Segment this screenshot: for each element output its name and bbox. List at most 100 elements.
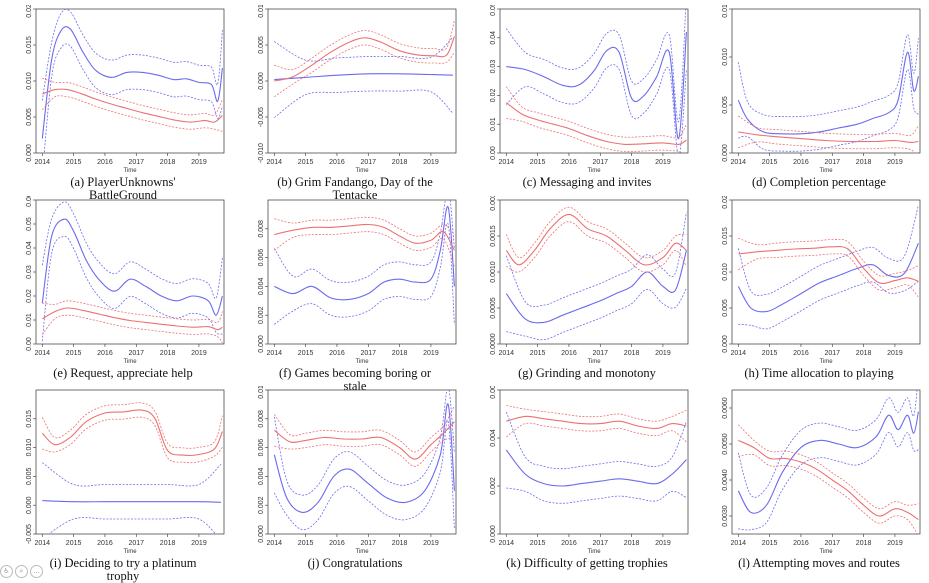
series-ci-upper — [273, 200, 455, 283]
caption-line: (c) Messaging and invites — [522, 175, 652, 189]
x-axis-label: Time — [587, 359, 601, 365]
y-tick-label: 0.04 — [26, 241, 33, 255]
chart-svg: 0.0000 0.0005 0.0010 0.0015 0.0020 2014 2015 20… — [490, 196, 689, 365]
x-axis-label: Time — [587, 168, 601, 174]
x-axis-label: Time — [819, 359, 833, 365]
x-tick-label: 2014 — [266, 350, 282, 357]
series-ci-lower — [42, 416, 223, 464]
x-axis-label: Time — [123, 549, 137, 555]
series-line-red — [505, 102, 687, 146]
series-line-red — [738, 131, 919, 143]
x-tick-label: 2017 — [128, 540, 144, 547]
x-tick-label: 2015 — [298, 159, 314, 166]
x-tick-label: 2015 — [66, 350, 82, 357]
x-tick-label: 2018 — [856, 159, 872, 166]
caption-line: (k) Difficulty of getting trophies — [506, 556, 668, 570]
y-tick-label: 0.010 — [258, 386, 265, 399]
y-tick-label: 0.010 — [26, 439, 33, 457]
series-ci-lower — [506, 64, 687, 153]
y-tick-label: 0.006 — [490, 386, 497, 399]
series-ci-lower — [274, 222, 455, 325]
y-tick-label: 0.006 — [258, 439, 265, 457]
series-ci-upper — [505, 206, 687, 259]
x-tick-label: 2019 — [423, 350, 439, 357]
caption-line: (j) Congratulations — [307, 556, 403, 570]
chart-caption: (c) Messaging and invites — [472, 176, 702, 189]
chart-caption: (b) Grim Fandango, Day of the Tentacke — [240, 176, 470, 202]
y-tick-label: 0.0050 — [722, 433, 729, 455]
x-tick-label: 2015 — [66, 159, 82, 166]
y-tick-label: 0.0030 — [722, 505, 729, 527]
series-ci-lower — [506, 422, 687, 443]
y-tick-label: 0.015 — [722, 5, 729, 18]
x-tick-label: 2019 — [655, 159, 671, 166]
plot-frame — [35, 199, 225, 345]
caption-line: (f) Games becoming boring or — [278, 366, 432, 380]
x-tick-label: 2018 — [392, 350, 408, 357]
chart-panel: 0.000 0.005 0.010 0.015 0.020 2014 2015 2016 201… — [8, 5, 228, 202]
series-ci-upper — [737, 34, 919, 118]
caption-line: stale — [343, 379, 367, 393]
x-tick-label: 2015 — [530, 159, 546, 166]
chart-caption: (l) Attempting moves and routes — [704, 557, 929, 570]
chart-svg: 0.000 0.005 0.010 0.015 0.020 2014 2015 2016 201… — [26, 5, 225, 174]
x-tick-label: 2018 — [624, 159, 640, 166]
y-tick-label: 0.015 — [26, 410, 33, 428]
accessibility-icon[interactable]: ♿ — [0, 565, 13, 578]
x-tick-label: 2017 — [592, 350, 608, 357]
chart-caption: (j) Congratulations — [240, 557, 470, 570]
x-tick-label: 2018 — [624, 350, 640, 357]
x-axis-label: Time — [355, 359, 369, 365]
x-tick-label: 2017 — [360, 540, 376, 547]
series-ci-upper — [41, 402, 223, 449]
x-tick-label: 2018 — [392, 159, 408, 166]
series-line-red — [738, 439, 919, 521]
y-tick-label: 0.010 — [722, 48, 729, 66]
x-tick-label: 2019 — [887, 159, 903, 166]
plot-frame — [267, 199, 457, 345]
y-tick-label: 0.002 — [258, 306, 265, 324]
y-tick-label: 0.00 — [26, 337, 33, 351]
x-tick-label: 2016 — [793, 350, 809, 357]
x-tick-label: 2016 — [793, 159, 809, 166]
y-tick-label: 0.020 — [26, 5, 33, 18]
caption-line: (h) Time allocation to playing — [744, 366, 894, 380]
x-tick-label: 2016 — [561, 159, 577, 166]
x-tick-label: 2015 — [66, 540, 82, 547]
series-ci-lower — [43, 43, 223, 153]
search-icon[interactable]: ⌕ — [15, 565, 28, 578]
y-tick-label: 0.000 — [258, 335, 265, 353]
series-ci-upper — [505, 9, 687, 122]
y-tick-label: 0.005 — [258, 36, 265, 54]
series-ci-upper — [274, 36, 454, 62]
plot-frame — [731, 389, 921, 535]
series-ci-upper — [738, 424, 919, 510]
x-tick-label: 2018 — [160, 540, 176, 547]
y-tick-label: 0.0000 — [490, 333, 497, 355]
chart-panel: 0.000 0.005 0.010 0.015 2014 2015 2016 2017 2018… — [704, 5, 924, 191]
chart-caption: (f) Games becoming boring or stale — [240, 367, 470, 393]
chart-panel: 0.000 0.002 0.004 0.006 2014 2015 2016 2017 2018… — [472, 386, 692, 572]
x-tick-label: 2018 — [160, 350, 176, 357]
x-tick-label: 2014 — [266, 540, 282, 547]
y-tick-label: 0.05 — [26, 217, 33, 231]
x-tick-label: 2016 — [97, 350, 113, 357]
x-tick-label: 2014 — [34, 159, 50, 166]
more-icon[interactable]: … — [30, 565, 43, 578]
chart-svg: 0.000 0.002 0.004 0.006 2014 2015 2016 2017 2018… — [490, 386, 689, 555]
y-tick-label: 0.000 — [722, 144, 729, 162]
y-tick-label: 0.004 — [258, 468, 265, 486]
series-ci-lower — [738, 69, 919, 152]
x-tick-label: 2017 — [592, 159, 608, 166]
x-axis-label: Time — [123, 359, 137, 365]
series-ci-upper — [274, 20, 455, 71]
series-ci-lower — [738, 253, 919, 298]
x-tick-label: 2016 — [329, 350, 345, 357]
series-ci-lower — [274, 231, 455, 267]
caption-line: (e) Request, appreciate help — [53, 366, 193, 380]
series-ci-lower — [506, 118, 683, 153]
chart-caption: (g) Grinding and monotony — [472, 367, 702, 380]
plot-frame — [499, 199, 689, 345]
x-tick-label: 2014 — [498, 540, 514, 547]
x-tick-label: 2018 — [856, 540, 872, 547]
